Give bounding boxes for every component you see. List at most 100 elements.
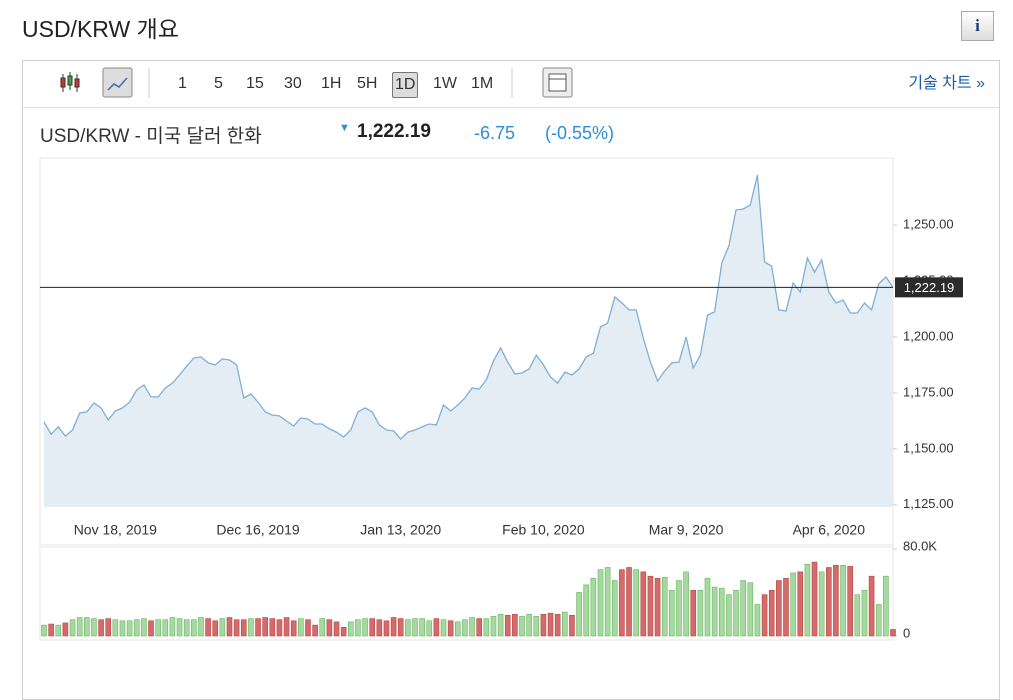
x-tick-label: Nov 18, 2019 [74, 522, 157, 538]
volume-bar [497, 613, 504, 637]
y-tick-label: 1,125.00 [903, 496, 954, 511]
interval-button[interactable]: 5H [357, 75, 378, 92]
volume-y-tick-label: 0 [903, 625, 910, 640]
volume-bar [91, 618, 97, 637]
volume-bar [704, 578, 711, 637]
toolbar-icons [60, 67, 573, 98]
volume-bar [198, 617, 204, 637]
volume-bar [469, 617, 475, 637]
volume-bar [248, 618, 254, 637]
candle-icon[interactable] [60, 72, 80, 92]
volume-bar [162, 619, 169, 637]
volume-bar [312, 624, 318, 637]
volume-bar [569, 615, 575, 637]
volume-bar [255, 618, 261, 637]
volume-bar [433, 618, 440, 637]
interval-button[interactable]: 15 [246, 75, 264, 92]
last-price-label: 1,222.19 [904, 280, 955, 295]
interval-button[interactable]: 1 [178, 75, 187, 92]
x-tick-label: Dec 16, 2019 [216, 522, 299, 538]
volume-bar [383, 620, 390, 637]
volume-bar [41, 624, 47, 637]
y-tick-label: 1,175.00 [903, 384, 954, 399]
volume-bar [669, 590, 675, 637]
volume-bar [419, 618, 425, 637]
volume-bar [376, 619, 383, 637]
line-icon-glyph [107, 77, 128, 91]
volume-bar [298, 618, 304, 637]
volume-bar [504, 615, 511, 637]
volume-bar [583, 584, 590, 637]
volume-bar [98, 619, 104, 637]
volume-bar [676, 580, 682, 637]
line-icon[interactable] [102, 67, 133, 98]
volume-bar [333, 621, 340, 637]
volume-bar [340, 626, 347, 637]
y-tick-label: 1,200.00 [903, 328, 954, 343]
volume-bar [176, 618, 183, 637]
volume-bar [697, 590, 704, 637]
volume-bar [226, 617, 233, 637]
volume-bar [55, 624, 62, 637]
interval-button[interactable]: 30 [284, 75, 302, 92]
volume-bar [369, 618, 375, 637]
volume-bar [397, 618, 404, 637]
y-tick-label: 1,150.00 [903, 440, 954, 455]
calendar-icon-glyph [548, 73, 567, 92]
volume-bar [69, 619, 76, 637]
volume-bar [619, 569, 625, 637]
volume-bar [661, 576, 668, 637]
volume-bar [183, 619, 190, 637]
last-price-tag [895, 277, 963, 298]
interval-button[interactable]: 1D [392, 72, 419, 98]
interval-button[interactable]: 1M [471, 75, 494, 92]
volume-bar [119, 620, 126, 637]
volume-bar [133, 619, 140, 637]
technical-chart-link[interactable]: 기술 차트 » [908, 75, 985, 92]
volume-bar [283, 617, 290, 637]
volume-bar [191, 619, 197, 637]
volume-bar [290, 620, 297, 637]
volume-bar [562, 611, 568, 637]
volume-bar [711, 586, 718, 637]
volume-bar [875, 604, 882, 637]
volume-bar [305, 619, 311, 637]
volume-bar [326, 619, 333, 637]
volume-bar [811, 561, 818, 637]
volume-plot-frame [39, 546, 894, 641]
volume-bar [490, 616, 497, 637]
volume-bar [690, 590, 697, 637]
volume-bar [262, 617, 268, 637]
volume-bar [462, 619, 468, 637]
volume-bar [362, 618, 368, 637]
volume-bar [355, 619, 361, 637]
volume-bar [347, 621, 354, 637]
volume-bar [205, 618, 211, 637]
volume-bar [212, 620, 219, 637]
volume-bar [112, 619, 119, 637]
quote-name: USD/KRW - 미국 달러 한화 [40, 126, 262, 147]
volume-bar [726, 594, 732, 637]
interval-button[interactable]: 1H [321, 75, 342, 92]
interval-button[interactable]: 1W [433, 75, 457, 92]
volume-bar [62, 622, 69, 637]
volume-bar [783, 578, 789, 637]
interval-button[interactable]: 5 [214, 75, 223, 92]
volume-bar [740, 580, 746, 637]
volume-bar [747, 582, 754, 637]
volume-bar [390, 617, 397, 637]
volume-bar [654, 578, 661, 637]
volume-bar [825, 567, 832, 637]
x-tick-label: Mar 9, 2020 [649, 522, 724, 538]
x-tick-label: Feb 10, 2020 [502, 522, 585, 538]
info-button[interactable]: i [961, 11, 994, 41]
volume-bar [219, 618, 226, 637]
volume-bar [797, 571, 804, 637]
volume-bar [626, 567, 632, 637]
volume-bar [48, 623, 54, 637]
x-tick-label: Jan 13, 2020 [360, 522, 441, 538]
volume-bar [84, 617, 90, 637]
volume-bar [718, 587, 725, 637]
price-area [44, 175, 893, 507]
volume-bar [754, 604, 761, 637]
